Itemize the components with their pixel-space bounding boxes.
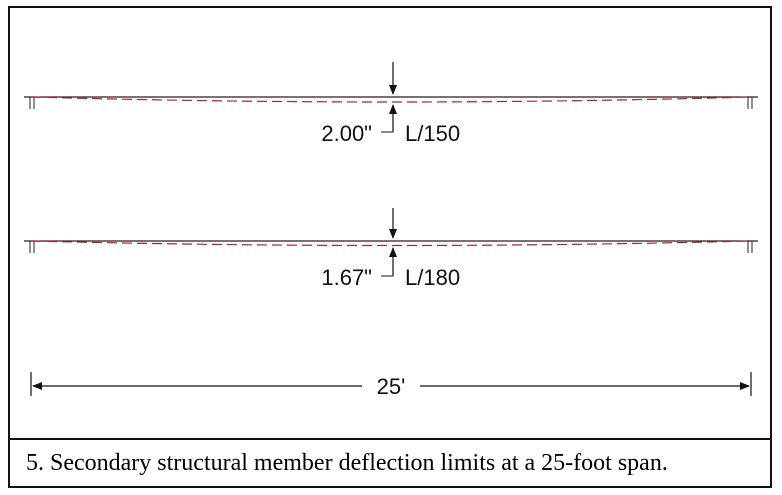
beam-2-ratio-label: L/180 [405,265,460,290]
beam-1-deflection-label: 2.00" [321,121,372,146]
beam-1-deflected-shape [31,96,751,103]
beam-1-ratio-label: L/150 [405,121,460,146]
beam-2-left-support [29,241,35,253]
beam-2-deflected-shape [31,240,751,247]
beam-1-left-support [29,97,35,109]
beam-2: 1.67" L/180 [24,208,758,290]
figure-caption: 5. Secondary structural member deflectio… [8,438,772,488]
beam-2-deflection-label: 1.67" [321,265,372,290]
beam-2-leader [381,262,394,277]
beam-2-right-support [747,241,753,253]
figure-caption-text: 5. Secondary structural member deflectio… [26,449,668,476]
beam-1-right-support [747,97,753,109]
span-dimension-label: 25' [377,374,406,399]
beam-1-leader [381,118,394,133]
beam-1: 2.00" L/150 [24,62,758,146]
span-dimension: 25' [30,372,752,399]
